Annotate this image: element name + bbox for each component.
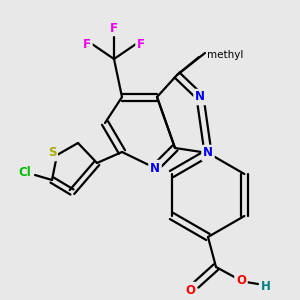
Text: O: O <box>236 274 246 287</box>
Text: S: S <box>48 146 56 160</box>
Text: N: N <box>203 146 213 160</box>
Text: F: F <box>110 22 118 34</box>
Text: O: O <box>185 284 195 296</box>
Text: Cl: Cl <box>19 166 32 178</box>
Text: methyl: methyl <box>211 51 216 52</box>
Text: N: N <box>150 161 160 175</box>
Text: F: F <box>137 38 145 50</box>
Text: methyl: methyl <box>207 50 243 60</box>
Text: N: N <box>195 91 205 103</box>
Text: H: H <box>261 280 271 292</box>
Text: F: F <box>83 38 91 50</box>
